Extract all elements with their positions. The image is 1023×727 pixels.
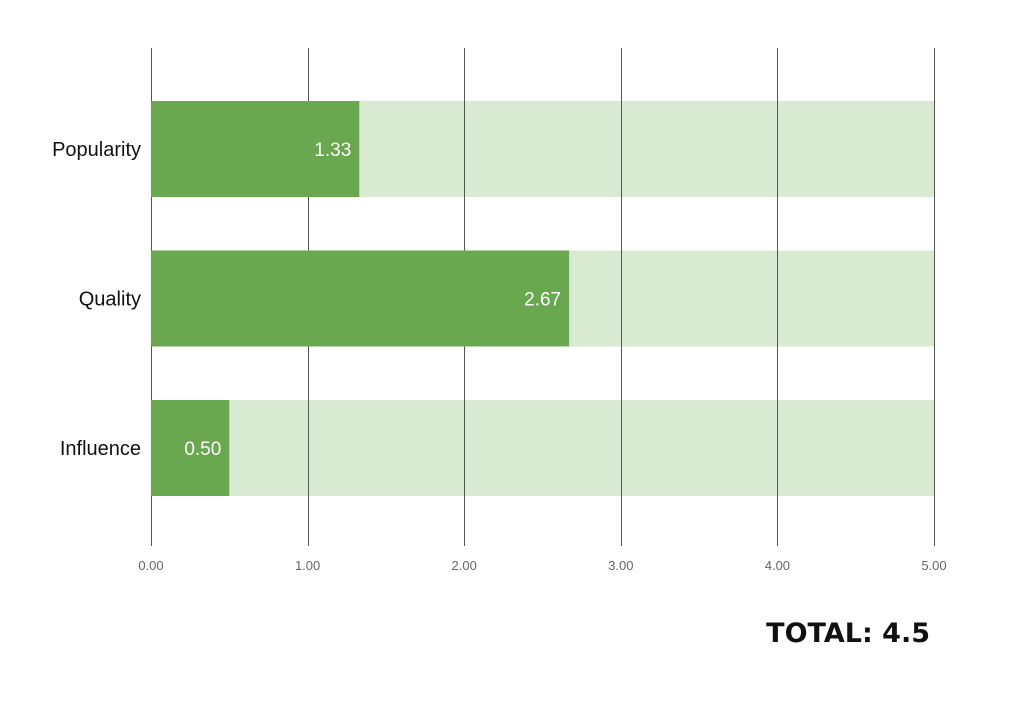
category-label: Influence xyxy=(60,438,141,460)
category-label: Quality xyxy=(79,289,141,311)
category-labels: Popularity Quality Influence xyxy=(52,139,141,460)
x-tick-label: 5.00 xyxy=(921,558,946,573)
x-tick-label: 4.00 xyxy=(765,558,790,573)
data-label: 1.33 xyxy=(314,140,351,161)
data-labels: 1.33 2.67 0.50 xyxy=(184,140,561,460)
background-bar xyxy=(151,400,934,496)
bar xyxy=(151,101,360,197)
data-label: 0.50 xyxy=(184,439,221,460)
bar xyxy=(151,400,230,496)
data-label: 2.67 xyxy=(524,290,561,311)
x-tick-label: 3.00 xyxy=(608,558,633,573)
x-tick-label: 1.00 xyxy=(295,558,320,573)
x-tick-label: 2.00 xyxy=(452,558,477,573)
x-tick-labels: 0.00 1.00 2.00 3.00 4.00 5.00 xyxy=(138,558,946,573)
category-label: Popularity xyxy=(52,139,141,161)
x-tick-label: 0.00 xyxy=(138,558,163,573)
value-bars xyxy=(151,101,570,496)
total-score: TOTAL: 4.5 xyxy=(766,618,930,649)
bar xyxy=(151,250,570,347)
